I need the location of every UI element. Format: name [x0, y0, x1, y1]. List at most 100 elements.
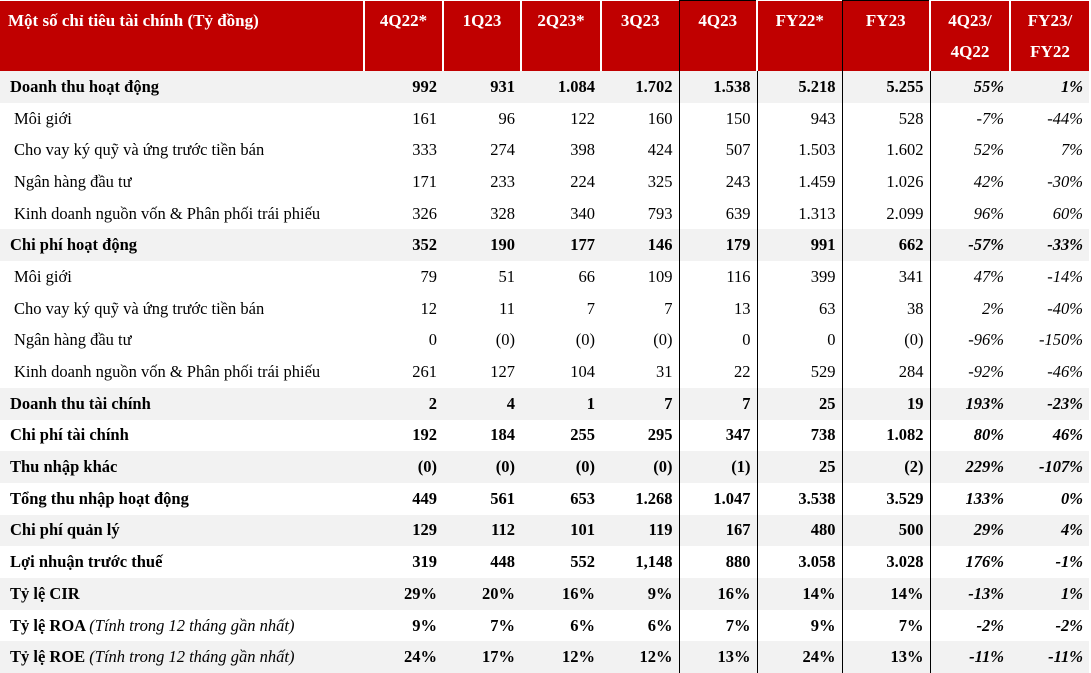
- table-subrow: Môi giới 79 51 66 109 116 399 341 47% -14%: [0, 261, 1089, 293]
- table-row: Thu nhập khác (0) (0) (0) (0) (1) 25 (2) 229% -10…: [0, 451, 1089, 483]
- value-cell: 347: [678, 419, 758, 452]
- row-label: Cho vay ký quỹ và ứng trước tiền bán: [14, 298, 265, 318]
- row-label-cell: Tỷ lệ CIR: [0, 578, 364, 610]
- row-label: Lợi nhuận trước thuế: [10, 552, 163, 572]
- change-cell: -150%: [1039, 330, 1083, 350]
- value-cell: 109: [647, 266, 673, 286]
- header-column: FY23/ FY22: [1009, 0, 1089, 71]
- table-row: Chi phí hoạt động 352 190 177 146 179 991 662 -5…: [0, 229, 1089, 262]
- change-cell: 29%: [930, 514, 1010, 547]
- value-cell: (0): [601, 451, 679, 483]
- value-cell: 2: [364, 387, 443, 420]
- value-cell: 12%: [601, 641, 679, 673]
- value-cell: 448: [490, 552, 515, 572]
- value-cell: 190: [443, 229, 521, 262]
- row-label: Chi phí hoạt động: [10, 235, 138, 255]
- value-cell: 1: [521, 387, 601, 420]
- row-label: Chi phí tài chính: [10, 425, 129, 445]
- header-column: FY23: [841, 0, 931, 71]
- row-label: Kinh doanh nguồn vốn & Phân phối trái ph…: [14, 362, 321, 382]
- table-subrow: Cho vay ký quỹ và ứng trước tiền bán 333 2…: [0, 134, 1089, 167]
- value-cell: (0): [575, 330, 595, 350]
- value-cell: 22: [678, 356, 758, 388]
- value-cell: 326: [412, 203, 437, 223]
- value-cell: 129: [364, 514, 443, 547]
- value-cell: (0): [495, 330, 515, 350]
- value-cell: 991: [757, 229, 842, 262]
- value-cell: 1.026: [841, 166, 931, 198]
- row-label-note: (Tính trong 12 tháng gần nhất): [89, 647, 295, 667]
- row-label-cell: Môi giới: [0, 103, 364, 135]
- value-cell: (0): [443, 451, 521, 483]
- header-column: 1Q23: [442, 0, 521, 71]
- value-cell: 66: [578, 266, 596, 286]
- value-cell: 5.255: [841, 71, 931, 103]
- value-cell: 16%: [521, 578, 601, 610]
- row-label: Ngân hàng đầu tư: [14, 171, 132, 191]
- row-label-cell: Ngân hàng đầu tư: [0, 166, 364, 198]
- value-cell: 224: [570, 171, 595, 191]
- value-cell: 9%: [810, 615, 836, 635]
- value-cell: 19: [841, 387, 931, 420]
- table-subrow: Ngân hàng đầu tư 171 233 224 325 243 1.459 1.02…: [0, 166, 1089, 198]
- table-row: Tỷ lệ ROE (Tính trong 12 tháng gần nhất)…: [0, 641, 1089, 673]
- table-subrow: Kinh doanh nguồn vốn & Phân phối trái ph…: [0, 197, 1089, 230]
- value-cell: 7%: [490, 615, 515, 635]
- row-label: Tỷ lệ CIR: [10, 583, 80, 603]
- change-cell: 1%: [1010, 71, 1089, 103]
- value-cell: (0): [521, 451, 601, 483]
- value-cell: 0: [827, 330, 836, 350]
- row-label-cell: Tỷ lệ ROE (Tính trong 12 tháng gần nhất): [0, 641, 364, 673]
- change-cell: -107%: [1010, 451, 1089, 483]
- header-label-column: Một số chỉ tiêu tài chính (Tỷ đồng): [0, 0, 364, 71]
- value-cell: 25: [757, 387, 842, 420]
- value-cell: 101: [521, 514, 601, 547]
- change-cell: 4%: [1010, 514, 1089, 547]
- row-label-cell: Môi giới: [0, 261, 364, 293]
- value-cell: 1.313: [798, 203, 836, 223]
- header-column: 4Q23/ 4Q22: [929, 0, 1010, 71]
- value-cell: 20%: [443, 578, 521, 610]
- value-cell: 1,148: [635, 552, 673, 572]
- value-cell: 261: [412, 362, 437, 382]
- row-label: Tổng thu nhập hoạt động: [10, 488, 189, 508]
- table-row: Doanh thu tài chính 2 4 1 7 7 25 19 193% -23%: [0, 387, 1089, 420]
- value-cell: 1.047: [678, 482, 758, 515]
- value-cell: 274: [490, 140, 515, 160]
- value-cell: 112: [443, 514, 521, 547]
- value-cell: 399: [810, 266, 836, 286]
- table-row: Tỷ lệ ROA (Tính trong 12 tháng gần nhất)…: [0, 609, 1089, 642]
- value-cell: 325: [647, 171, 673, 191]
- value-cell: 161: [412, 108, 437, 128]
- value-cell: 116: [678, 261, 758, 293]
- change-cell: -2%: [1055, 615, 1084, 635]
- row-label: Thu nhập khác: [10, 457, 118, 477]
- value-cell: 333: [412, 140, 437, 160]
- change-cell: 60%: [1052, 203, 1083, 223]
- value-cell: 24%: [364, 641, 443, 673]
- row-label-cell: Cho vay ký quỹ và ứng trước tiền bán: [0, 293, 364, 325]
- value-cell: 0: [428, 330, 437, 350]
- value-cell: 171: [412, 171, 437, 191]
- value-cell: 12: [420, 298, 438, 318]
- value-cell: 738: [810, 425, 836, 445]
- value-cell: 127: [490, 362, 515, 382]
- value-cell: 3.538: [798, 488, 836, 508]
- change-cell: -46%: [1047, 362, 1083, 382]
- change-cell: 55%: [930, 71, 1010, 103]
- value-cell: 295: [647, 425, 673, 445]
- value-cell: 328: [490, 203, 515, 223]
- value-cell: 184: [490, 425, 515, 445]
- value-cell: (0): [653, 330, 673, 350]
- row-label-cell: Thu nhập khác: [0, 451, 364, 483]
- row-label-cell: Ngân hàng đầu tư: [0, 325, 364, 357]
- value-cell: 12%: [521, 641, 601, 673]
- value-cell: 3.529: [841, 482, 931, 515]
- value-cell: 1.538: [678, 71, 758, 103]
- change-cell: -96%: [968, 330, 1004, 350]
- value-cell: 6%: [570, 615, 595, 635]
- value-cell: 63: [819, 298, 836, 318]
- value-cell: 7: [678, 387, 758, 420]
- change-cell: 42%: [973, 171, 1004, 191]
- table-row: Lợi nhuận trước thuế 319 448 552 1,148 880 3.0…: [0, 546, 1089, 578]
